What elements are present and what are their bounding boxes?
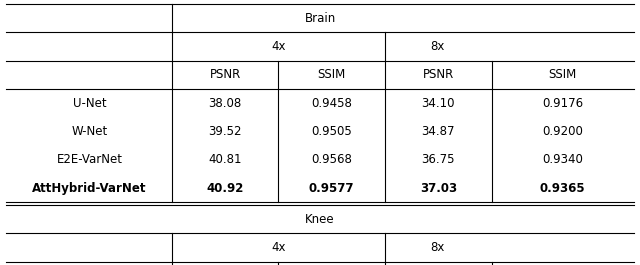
Text: 36.75: 36.75 — [422, 153, 455, 166]
Text: 0.9577: 0.9577 — [308, 182, 355, 195]
Text: 34.87: 34.87 — [422, 125, 455, 138]
Text: SSIM: SSIM — [317, 68, 346, 81]
Text: PSNR: PSNR — [423, 68, 454, 81]
Text: 4x: 4x — [271, 241, 285, 254]
Text: 34.10: 34.10 — [422, 97, 455, 110]
Text: W-Net: W-Net — [72, 125, 108, 138]
Text: 37.03: 37.03 — [420, 182, 457, 195]
Text: 0.9365: 0.9365 — [540, 182, 586, 195]
Text: 40.81: 40.81 — [209, 153, 242, 166]
Text: 4x: 4x — [271, 40, 285, 53]
Text: Brain: Brain — [305, 12, 335, 25]
Text: 0.9176: 0.9176 — [542, 97, 583, 110]
Text: 0.9340: 0.9340 — [542, 153, 583, 166]
Text: 40.92: 40.92 — [207, 182, 244, 195]
Text: SSIM: SSIM — [548, 68, 577, 81]
Text: U-Net: U-Net — [73, 97, 106, 110]
Text: 8x: 8x — [431, 40, 445, 53]
Text: 39.52: 39.52 — [209, 125, 242, 138]
Text: PSNR: PSNR — [210, 68, 241, 81]
Text: AttHybrid-VarNet: AttHybrid-VarNet — [33, 182, 147, 195]
Text: 0.9458: 0.9458 — [311, 97, 352, 110]
Text: 38.08: 38.08 — [209, 97, 242, 110]
Text: 0.9200: 0.9200 — [542, 125, 583, 138]
Text: 0.9568: 0.9568 — [311, 153, 352, 166]
Text: 0.9505: 0.9505 — [311, 125, 352, 138]
Text: Knee: Knee — [305, 213, 335, 226]
Text: 8x: 8x — [431, 241, 445, 254]
Text: E2E-VarNet: E2E-VarNet — [56, 153, 123, 166]
